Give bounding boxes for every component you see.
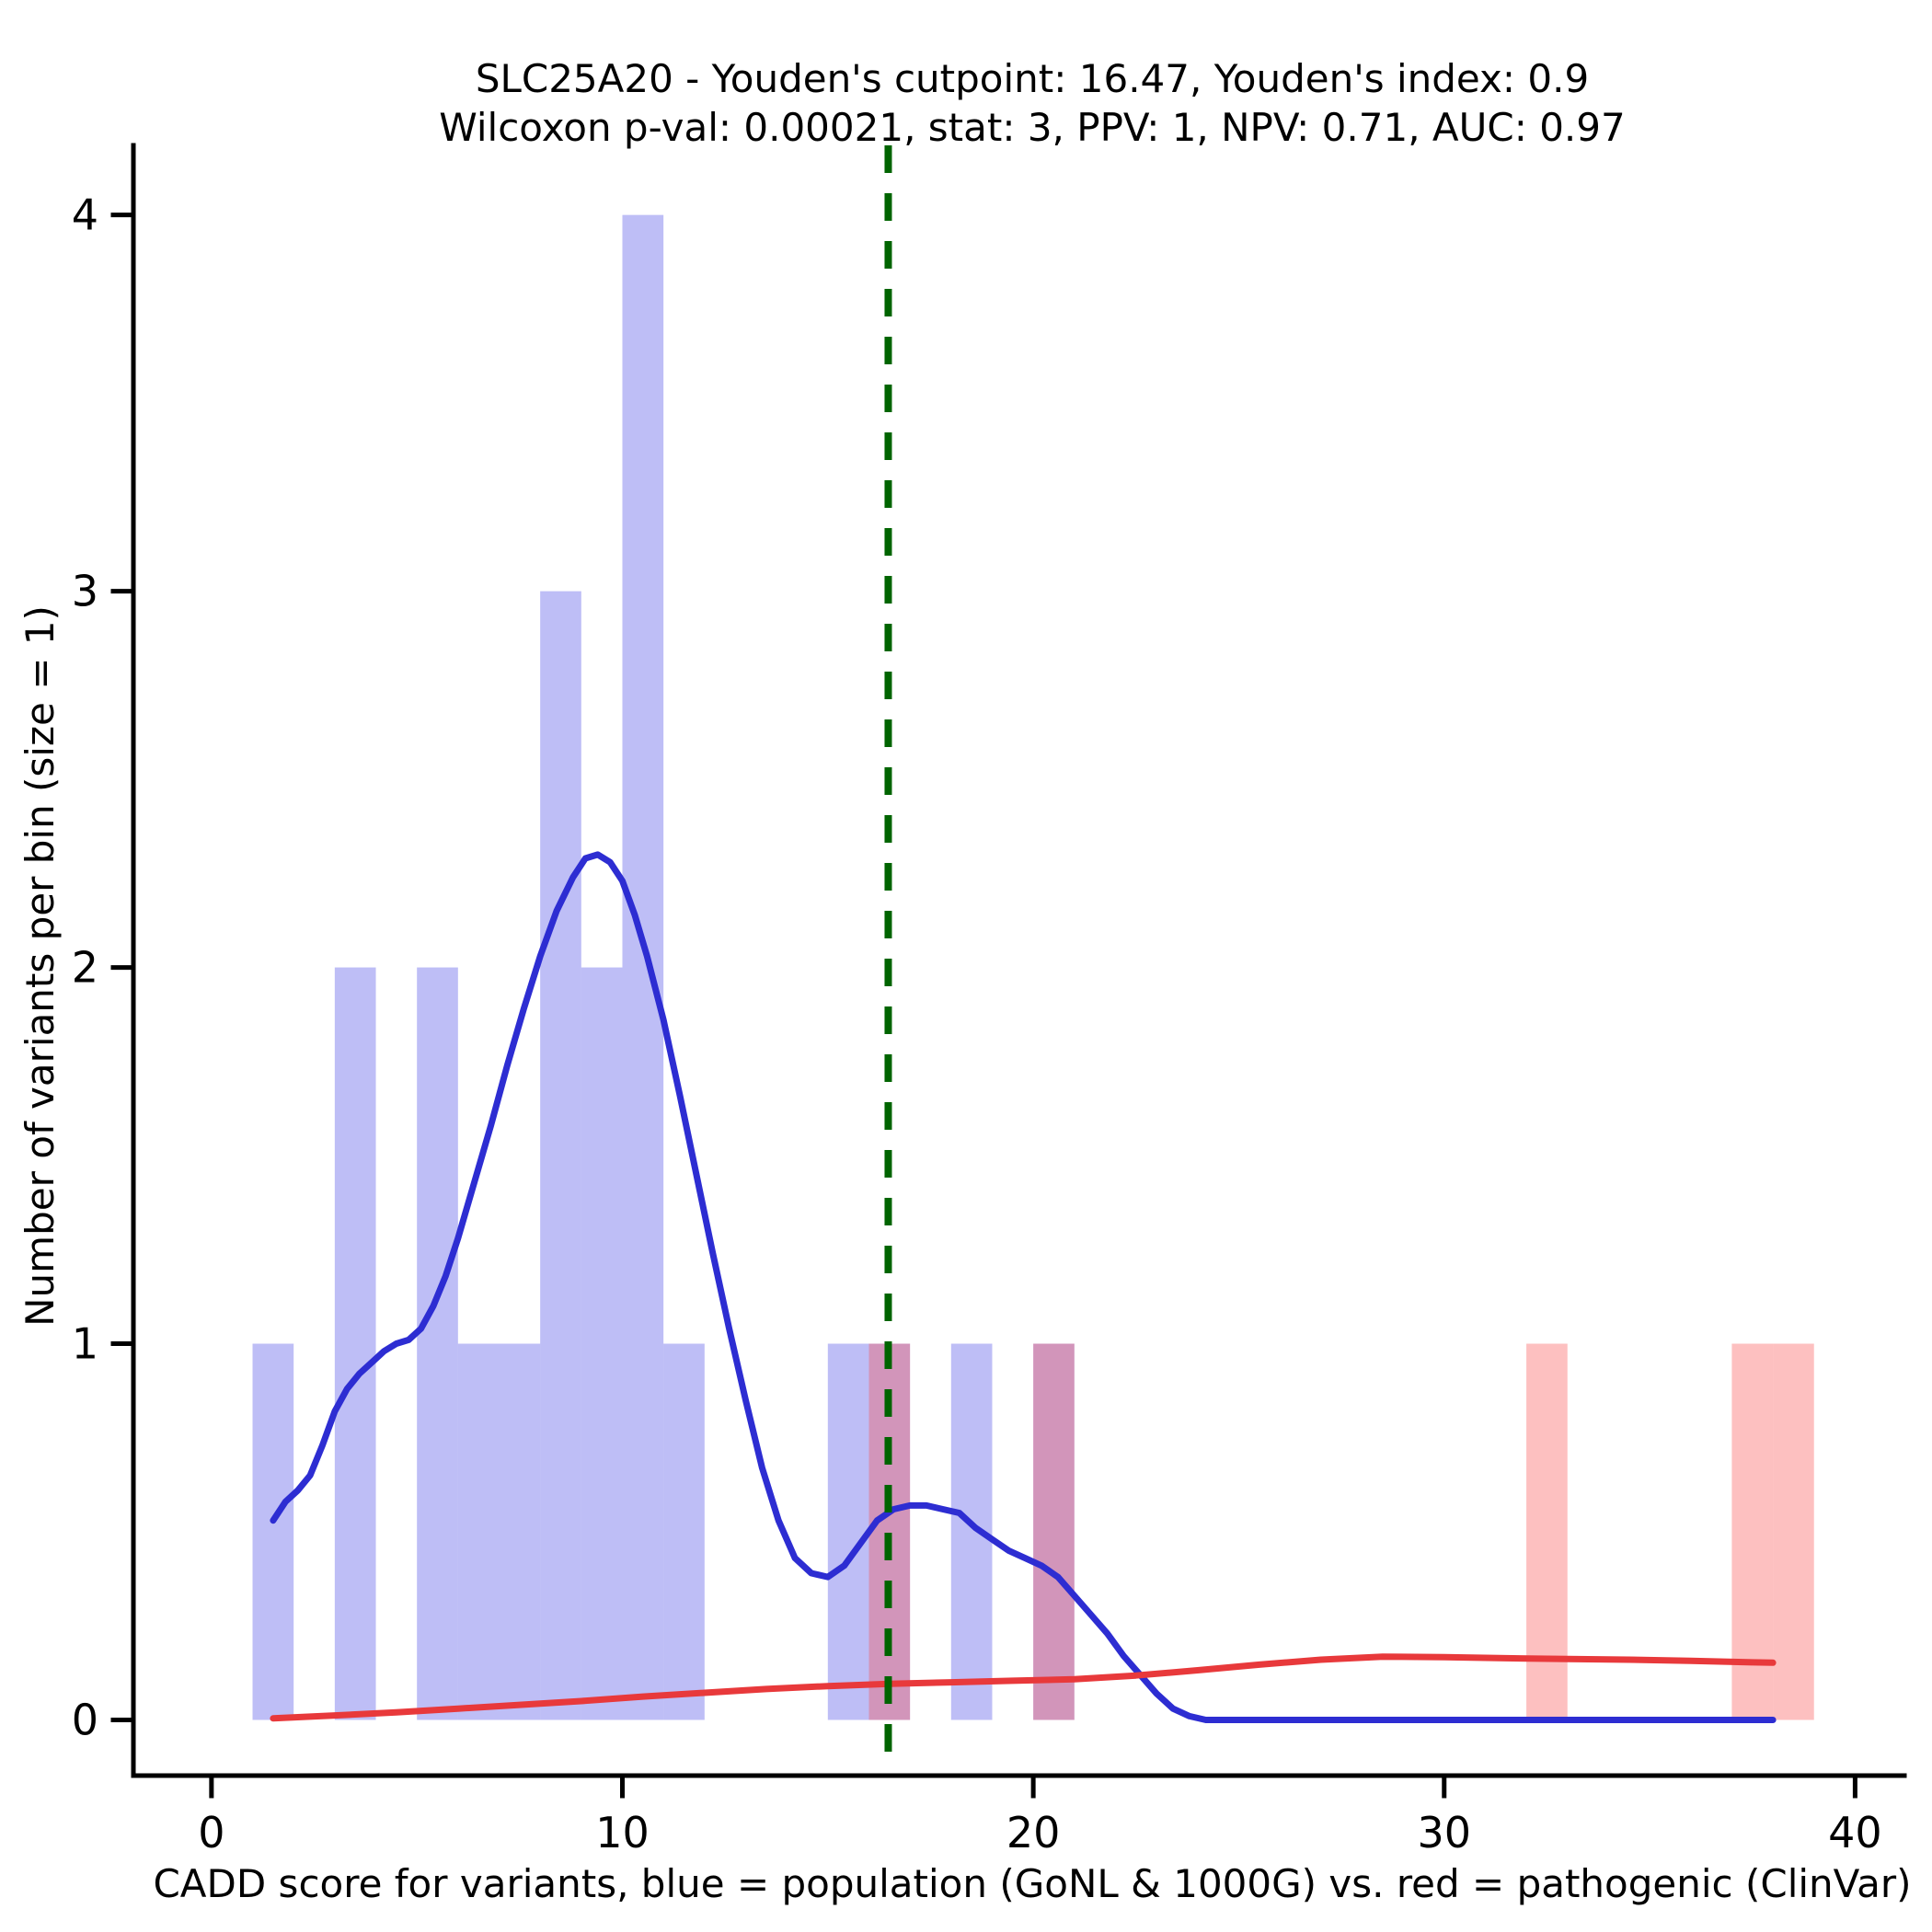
x-tick-label: 0	[198, 1808, 224, 1857]
y-tick-label: 0	[72, 1695, 98, 1744]
histogram-bar	[499, 1343, 541, 1720]
histogram-bar	[252, 1343, 294, 1720]
histogram-bar	[334, 967, 376, 1720]
histogram-bar	[581, 967, 623, 1720]
histogram-bar	[417, 967, 458, 1720]
x-axis-label: CADD score for variants, blue = populati…	[153, 1861, 1911, 1906]
histogram-bar	[663, 1343, 705, 1720]
x-tick-label: 30	[1417, 1808, 1471, 1857]
histogram-bar	[1526, 1343, 1568, 1720]
y-tick-label: 2	[72, 943, 98, 993]
histogram-bar	[622, 214, 664, 1720]
y-tick-label: 4	[72, 190, 98, 240]
histogram-bar	[1731, 1343, 1774, 1720]
histogram-bar	[1033, 1343, 1075, 1720]
histogram-bar	[540, 591, 581, 1720]
histogram-bar	[1773, 1343, 1814, 1720]
y-axis-label: Number of variants per bin (size = 1)	[17, 605, 63, 1327]
x-tick-label: 20	[1006, 1808, 1061, 1857]
pathogenic-density-curve	[270, 1653, 1777, 1722]
chart-title-line2: Wilcoxon p-val: 0.00021, stat: 3, PPV: 1…	[439, 105, 1625, 150]
chart-title-line1: SLC25A20 - Youden's cutpoint: 16.47, You…	[476, 56, 1589, 101]
x-tick-label: 10	[595, 1808, 650, 1857]
y-tick-label: 1	[72, 1319, 98, 1369]
plot-area: 0 10 20 30 40 0 1 2 3 4	[72, 143, 1907, 1857]
population-histogram	[252, 214, 1075, 1720]
population-density-curve	[270, 851, 1777, 1723]
histogram-bar	[457, 1343, 500, 1720]
histogram-bar	[1033, 1343, 1075, 1720]
x-tick-label: 40	[1828, 1808, 1882, 1857]
y-tick-label: 3	[72, 567, 98, 616]
histogram-bar	[827, 1343, 869, 1720]
